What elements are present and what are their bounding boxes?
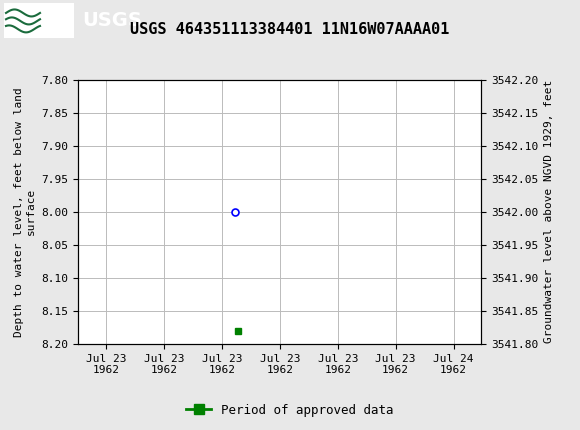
FancyBboxPatch shape bbox=[4, 3, 74, 38]
Y-axis label: Depth to water level, feet below land
surface: Depth to water level, feet below land su… bbox=[14, 87, 36, 337]
Text: USGS: USGS bbox=[82, 12, 142, 31]
Text: USGS 464351113384401 11N16W07AAAA01: USGS 464351113384401 11N16W07AAAA01 bbox=[130, 22, 450, 37]
Legend: Period of approved data: Period of approved data bbox=[181, 399, 399, 421]
Y-axis label: Groundwater level above NGVD 1929, feet: Groundwater level above NGVD 1929, feet bbox=[544, 80, 554, 344]
